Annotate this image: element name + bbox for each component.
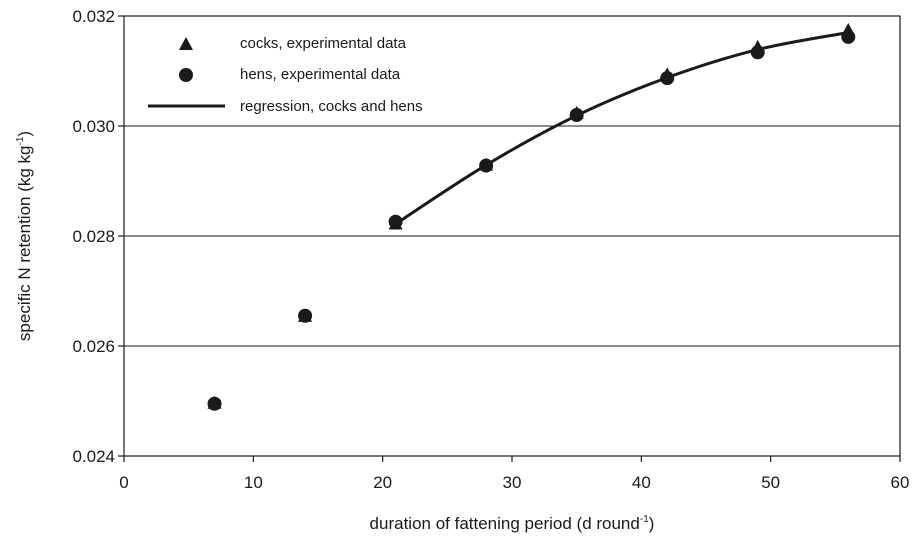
hens-point [660, 71, 674, 85]
gridlines [124, 126, 900, 346]
hens-point [570, 108, 584, 122]
regression-line [396, 33, 849, 224]
hens-point [208, 397, 222, 411]
y-tick-label: 0.032 [72, 7, 115, 26]
hens-point [751, 45, 765, 59]
y-tick-label: 0.026 [72, 337, 115, 356]
legend-triangle-marker [179, 37, 193, 50]
y-tick-label: 0.024 [72, 447, 115, 466]
x-tick-label: 20 [373, 473, 392, 492]
x-tick-label: 30 [503, 473, 522, 492]
legend-label-hens: hens, experimental data [240, 66, 401, 83]
x-tick-label: 60 [891, 473, 910, 492]
hens-point [389, 215, 403, 229]
axis-ticks: 0.024 0.026 0.028 0.030 0.032 0 10 20 30 40 50 60 [72, 7, 909, 492]
hens-point [298, 309, 312, 323]
x-tick-label: 50 [761, 473, 780, 492]
y-tick-label: 0.028 [72, 227, 115, 246]
legend-label-cocks: cocks, experimental data [240, 35, 407, 52]
x-tick-label: 0 [119, 473, 128, 492]
y-axis-title: specific N retention (kg kg-1) [15, 131, 34, 341]
x-axis-title: duration of fattening period (d round-1) [370, 514, 655, 533]
y-tick-label: 0.030 [72, 117, 115, 136]
legend: cocks, experimental data hens, experimen… [148, 35, 423, 115]
x-tick-label: 10 [244, 473, 263, 492]
hens-point [841, 30, 855, 44]
legend-circle-marker [179, 68, 193, 82]
hens-point [479, 159, 493, 173]
x-tick-label: 40 [632, 473, 651, 492]
legend-label-regression: regression, cocks and hens [240, 98, 423, 115]
